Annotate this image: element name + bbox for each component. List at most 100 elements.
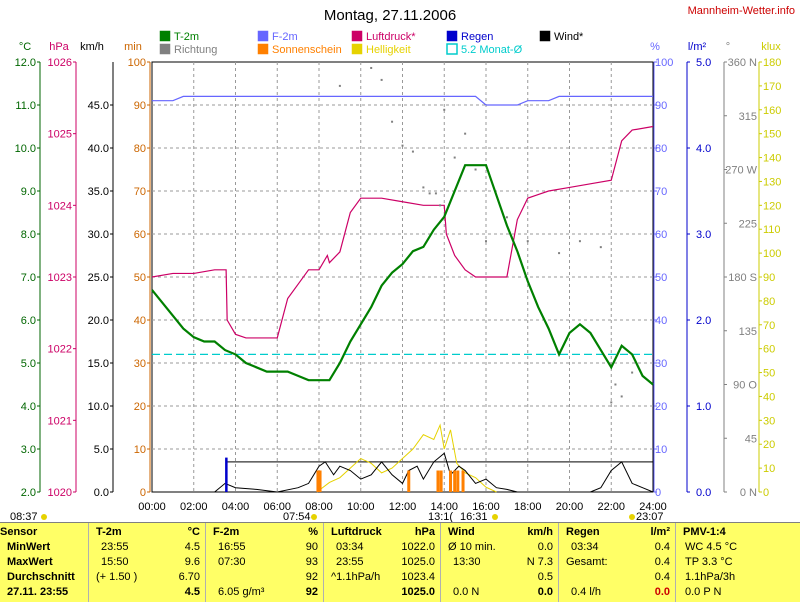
- legend-label: Helligkeit: [366, 44, 411, 56]
- light-tick-label: 60: [763, 344, 775, 356]
- light-tick-label: 130: [763, 176, 781, 188]
- sun-tick-label: 40: [134, 315, 146, 327]
- t2m-min-time: 23:55: [101, 541, 129, 553]
- pressure-trend: ^1.1hPa/h: [331, 571, 381, 583]
- pressure-column: Luftdruck hPa 03:34 1022.0 23:55 1025.0 ^1.…: [323, 523, 441, 602]
- temp-tick-label: 6.0: [21, 315, 36, 327]
- direction-point: [439, 204, 442, 207]
- direction-point: [464, 132, 467, 135]
- series-line-wind-: [152, 452, 654, 493]
- rain-bar: [225, 457, 228, 492]
- series-line-luftdruck-: [151, 125, 654, 339]
- sunset-icon: [492, 514, 498, 520]
- direction-tick-label: 0 N: [740, 487, 757, 499]
- pmv-dewpoint: TP 3.3 °C: [685, 556, 733, 568]
- pressure-tick-label: 1022: [48, 344, 72, 356]
- direction-point: [380, 78, 383, 81]
- solar-noon-time: 13:1(: [428, 511, 453, 522]
- wind-tick-label: 15.0: [88, 358, 109, 370]
- rain-tick-label: 5.0: [696, 57, 711, 69]
- rain-tick-label: 3.0: [696, 229, 711, 241]
- wind-avg-value: 0.5: [537, 571, 553, 583]
- f2m-max-value: 93: [305, 556, 318, 568]
- light-tick-label: 50: [763, 368, 775, 380]
- series-line-f-2m: [152, 95, 653, 106]
- t2m-current-value: 4.5: [184, 586, 200, 598]
- x-tick-label: 14:00: [430, 501, 458, 513]
- source-label[interactable]: Mannheim-Wetter.info: [688, 5, 795, 17]
- pressure-tick-label: 1020: [48, 487, 72, 499]
- wind-tick-label: 40.0: [88, 143, 109, 155]
- sunshine-bar: [436, 470, 440, 492]
- legend-label: Luftdruck*: [366, 31, 416, 43]
- chart-title: Montag, 27.11.2006: [324, 7, 456, 24]
- wind-unit-label: km/h: [80, 41, 104, 53]
- humidity-tick-label: 40: [655, 315, 667, 327]
- direction-point: [578, 240, 581, 243]
- header-rain-unit: l/m²: [650, 526, 670, 538]
- wind-tick-label: 20.0: [88, 315, 109, 327]
- row-label-avg: Durchschnitt: [7, 571, 75, 583]
- sunshine-bar: [439, 470, 443, 492]
- legend-swatch: [539, 30, 551, 42]
- x-tick-label: 08:00: [305, 501, 333, 513]
- humidity-tick-label: 50: [655, 272, 667, 284]
- wind-max-value: N 7.3: [526, 556, 553, 568]
- x-tick-label: 10:00: [347, 501, 375, 513]
- header-sensor: Sensor: [0, 526, 38, 538]
- direction-point: [610, 401, 613, 404]
- moonset-time: 23:07: [636, 511, 664, 522]
- sunshine-bar: [453, 470, 457, 492]
- wind-tick-label: 0.0: [94, 487, 109, 499]
- t2m-column: T-2m °C 23:55 4.5 15:50 9.6 (+ 1.50 ) 6.70 4…: [88, 523, 206, 602]
- t2m-max-time: 15:50: [101, 556, 129, 568]
- humidity-tick-label: 80: [655, 143, 667, 155]
- direction-tick-label: 360 N: [728, 57, 757, 69]
- direction-point: [422, 186, 425, 189]
- temp-tick-label: 9.0: [21, 186, 36, 198]
- humidity-tick-label: 20: [655, 401, 667, 413]
- x-tick-label: 18:00: [514, 501, 542, 513]
- x-tick-label: 20:00: [556, 501, 584, 513]
- pmv-column: PMV-1:4 WC 4.5 °C TP 3.3 °C 1.1hPa/3h 0.…: [675, 523, 800, 602]
- plot-frame: [151, 61, 654, 493]
- direction-unit-label: °: [726, 41, 730, 53]
- header-rain: Regen: [566, 526, 600, 538]
- wind-column: Wind km/h Ø 10 min. 0.0 13:30 N 7.3 0.5 0.0…: [440, 523, 559, 602]
- light-tick-label: 140: [763, 153, 781, 165]
- row-label-min: MinWert: [7, 541, 51, 553]
- pressure-tick-label: 1025: [48, 129, 72, 141]
- temp-tick-label: 4.0: [21, 401, 36, 413]
- direction-point: [526, 240, 529, 243]
- direction-point: [370, 66, 373, 69]
- sun-tick-label: 100: [128, 57, 146, 69]
- header-pmv: PMV-1:4: [683, 526, 726, 538]
- sunshine-bar: [318, 470, 322, 492]
- temp-tick-label: 3.0: [21, 444, 36, 456]
- rain-min-time: 03:34: [571, 541, 599, 553]
- humidity-unit-label: %: [650, 41, 660, 53]
- f2m-current-value: 92: [305, 586, 318, 598]
- wind-tick-label: 35.0: [88, 186, 109, 198]
- pressure-min-value: 1022.0: [401, 541, 435, 553]
- wind-tick-label: 45.0: [88, 100, 109, 112]
- legend-swatch: [351, 30, 363, 42]
- x-tick-label: 00:00: [138, 501, 166, 513]
- legend-swatch: [351, 43, 363, 55]
- direction-point: [401, 144, 404, 147]
- direction-point: [474, 168, 477, 171]
- f2m-avg-value: 92: [305, 571, 318, 583]
- sunshine-bar: [449, 470, 453, 492]
- temp-tick-label: 11.0: [15, 100, 36, 112]
- light-tick-label: 80: [763, 296, 775, 308]
- sunshine-bar: [461, 470, 465, 492]
- wind-tick-label: 10.0: [88, 401, 109, 413]
- rain-unit-label: l/m²: [688, 41, 707, 53]
- sensor-column: Sensor MinWert MaxWert Durchschnitt 27.1…: [0, 523, 88, 602]
- rain-tick-label: 1.0: [696, 401, 711, 413]
- direction-tick-label: 90 O: [733, 380, 757, 392]
- row-label-max: MaxWert: [7, 556, 53, 568]
- legend-swatch: [257, 30, 269, 42]
- legend-swatch: [257, 43, 269, 55]
